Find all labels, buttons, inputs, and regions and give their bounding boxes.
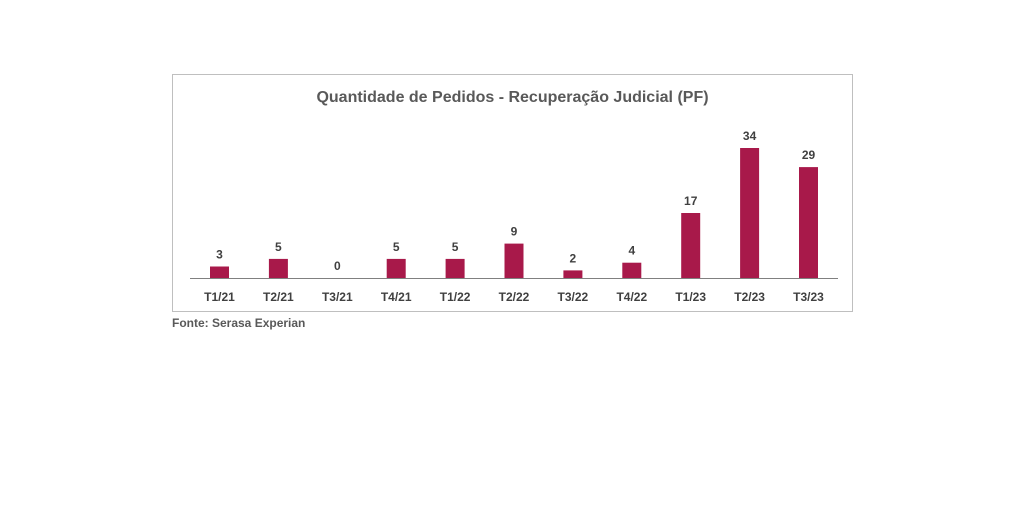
bar-t1-22 bbox=[445, 258, 465, 278]
bar-t4-22 bbox=[622, 262, 642, 278]
bar-chart-svg: 3 5 0 5 5 9 2 4 17 34 29 T1/21 T2/21 T3/21 T4/21 T1/22… bbox=[190, 129, 838, 304]
bar-t3-23 bbox=[799, 167, 818, 278]
chart-title: Quantidade de Pedidos - Recuperação Judi… bbox=[316, 89, 709, 106]
tick-labels-group: T1/21 T2/21 T3/21 T4/21 T1/22 T2/22 T3/22 T4/22… bbox=[204, 290, 824, 304]
bar-t4-21 bbox=[386, 258, 406, 278]
value-label-t2-21: 5 bbox=[275, 240, 282, 254]
bar-t2-22 bbox=[504, 243, 524, 278]
source-note: Fonte: Serasa Experian bbox=[172, 316, 306, 330]
value-label-t4-22: 4 bbox=[628, 244, 635, 258]
value-label-t1-23: 17 bbox=[684, 194, 698, 208]
tick-label-t1-21: T1/21 bbox=[204, 290, 235, 304]
tick-label-t1-22: T1/22 bbox=[440, 290, 471, 304]
bar-t1-23 bbox=[681, 213, 701, 278]
bar-t2-21 bbox=[268, 258, 288, 278]
tick-label-t1-23: T1/23 bbox=[675, 290, 706, 304]
value-label-t2-23: 34 bbox=[743, 129, 757, 143]
value-label-t1-21: 3 bbox=[216, 248, 223, 262]
chart-container: Quantidade de Pedidos - Recuperação Judi… bbox=[172, 74, 853, 312]
tick-label-t2-22: T2/22 bbox=[499, 290, 530, 304]
value-label-t3-22: 2 bbox=[570, 251, 577, 265]
tick-label-t3-22: T3/22 bbox=[558, 290, 589, 304]
tick-label-t2-21: T2/21 bbox=[263, 290, 294, 304]
value-label-t4-21: 5 bbox=[393, 240, 400, 254]
value-label-t3-23: 29 bbox=[802, 148, 816, 162]
tick-label-t4-22: T4/22 bbox=[616, 290, 647, 304]
bars-group bbox=[210, 148, 818, 278]
value-label-t1-22: 5 bbox=[452, 240, 459, 254]
value-label-t3-21: 0 bbox=[334, 259, 341, 273]
tick-label-t4-21: T4/21 bbox=[381, 290, 412, 304]
bar-t2-23 bbox=[740, 148, 760, 278]
tick-label-t3-23: T3/23 bbox=[793, 290, 824, 304]
value-labels-group: 3 5 0 5 5 9 2 4 17 34 29 bbox=[216, 129, 815, 273]
tick-label-t3-21: T3/21 bbox=[322, 290, 353, 304]
tick-label-t2-23: T2/23 bbox=[734, 290, 765, 304]
bar-t1-21 bbox=[210, 266, 229, 278]
bar-t3-22 bbox=[563, 270, 583, 278]
value-label-t2-22: 9 bbox=[511, 225, 518, 239]
